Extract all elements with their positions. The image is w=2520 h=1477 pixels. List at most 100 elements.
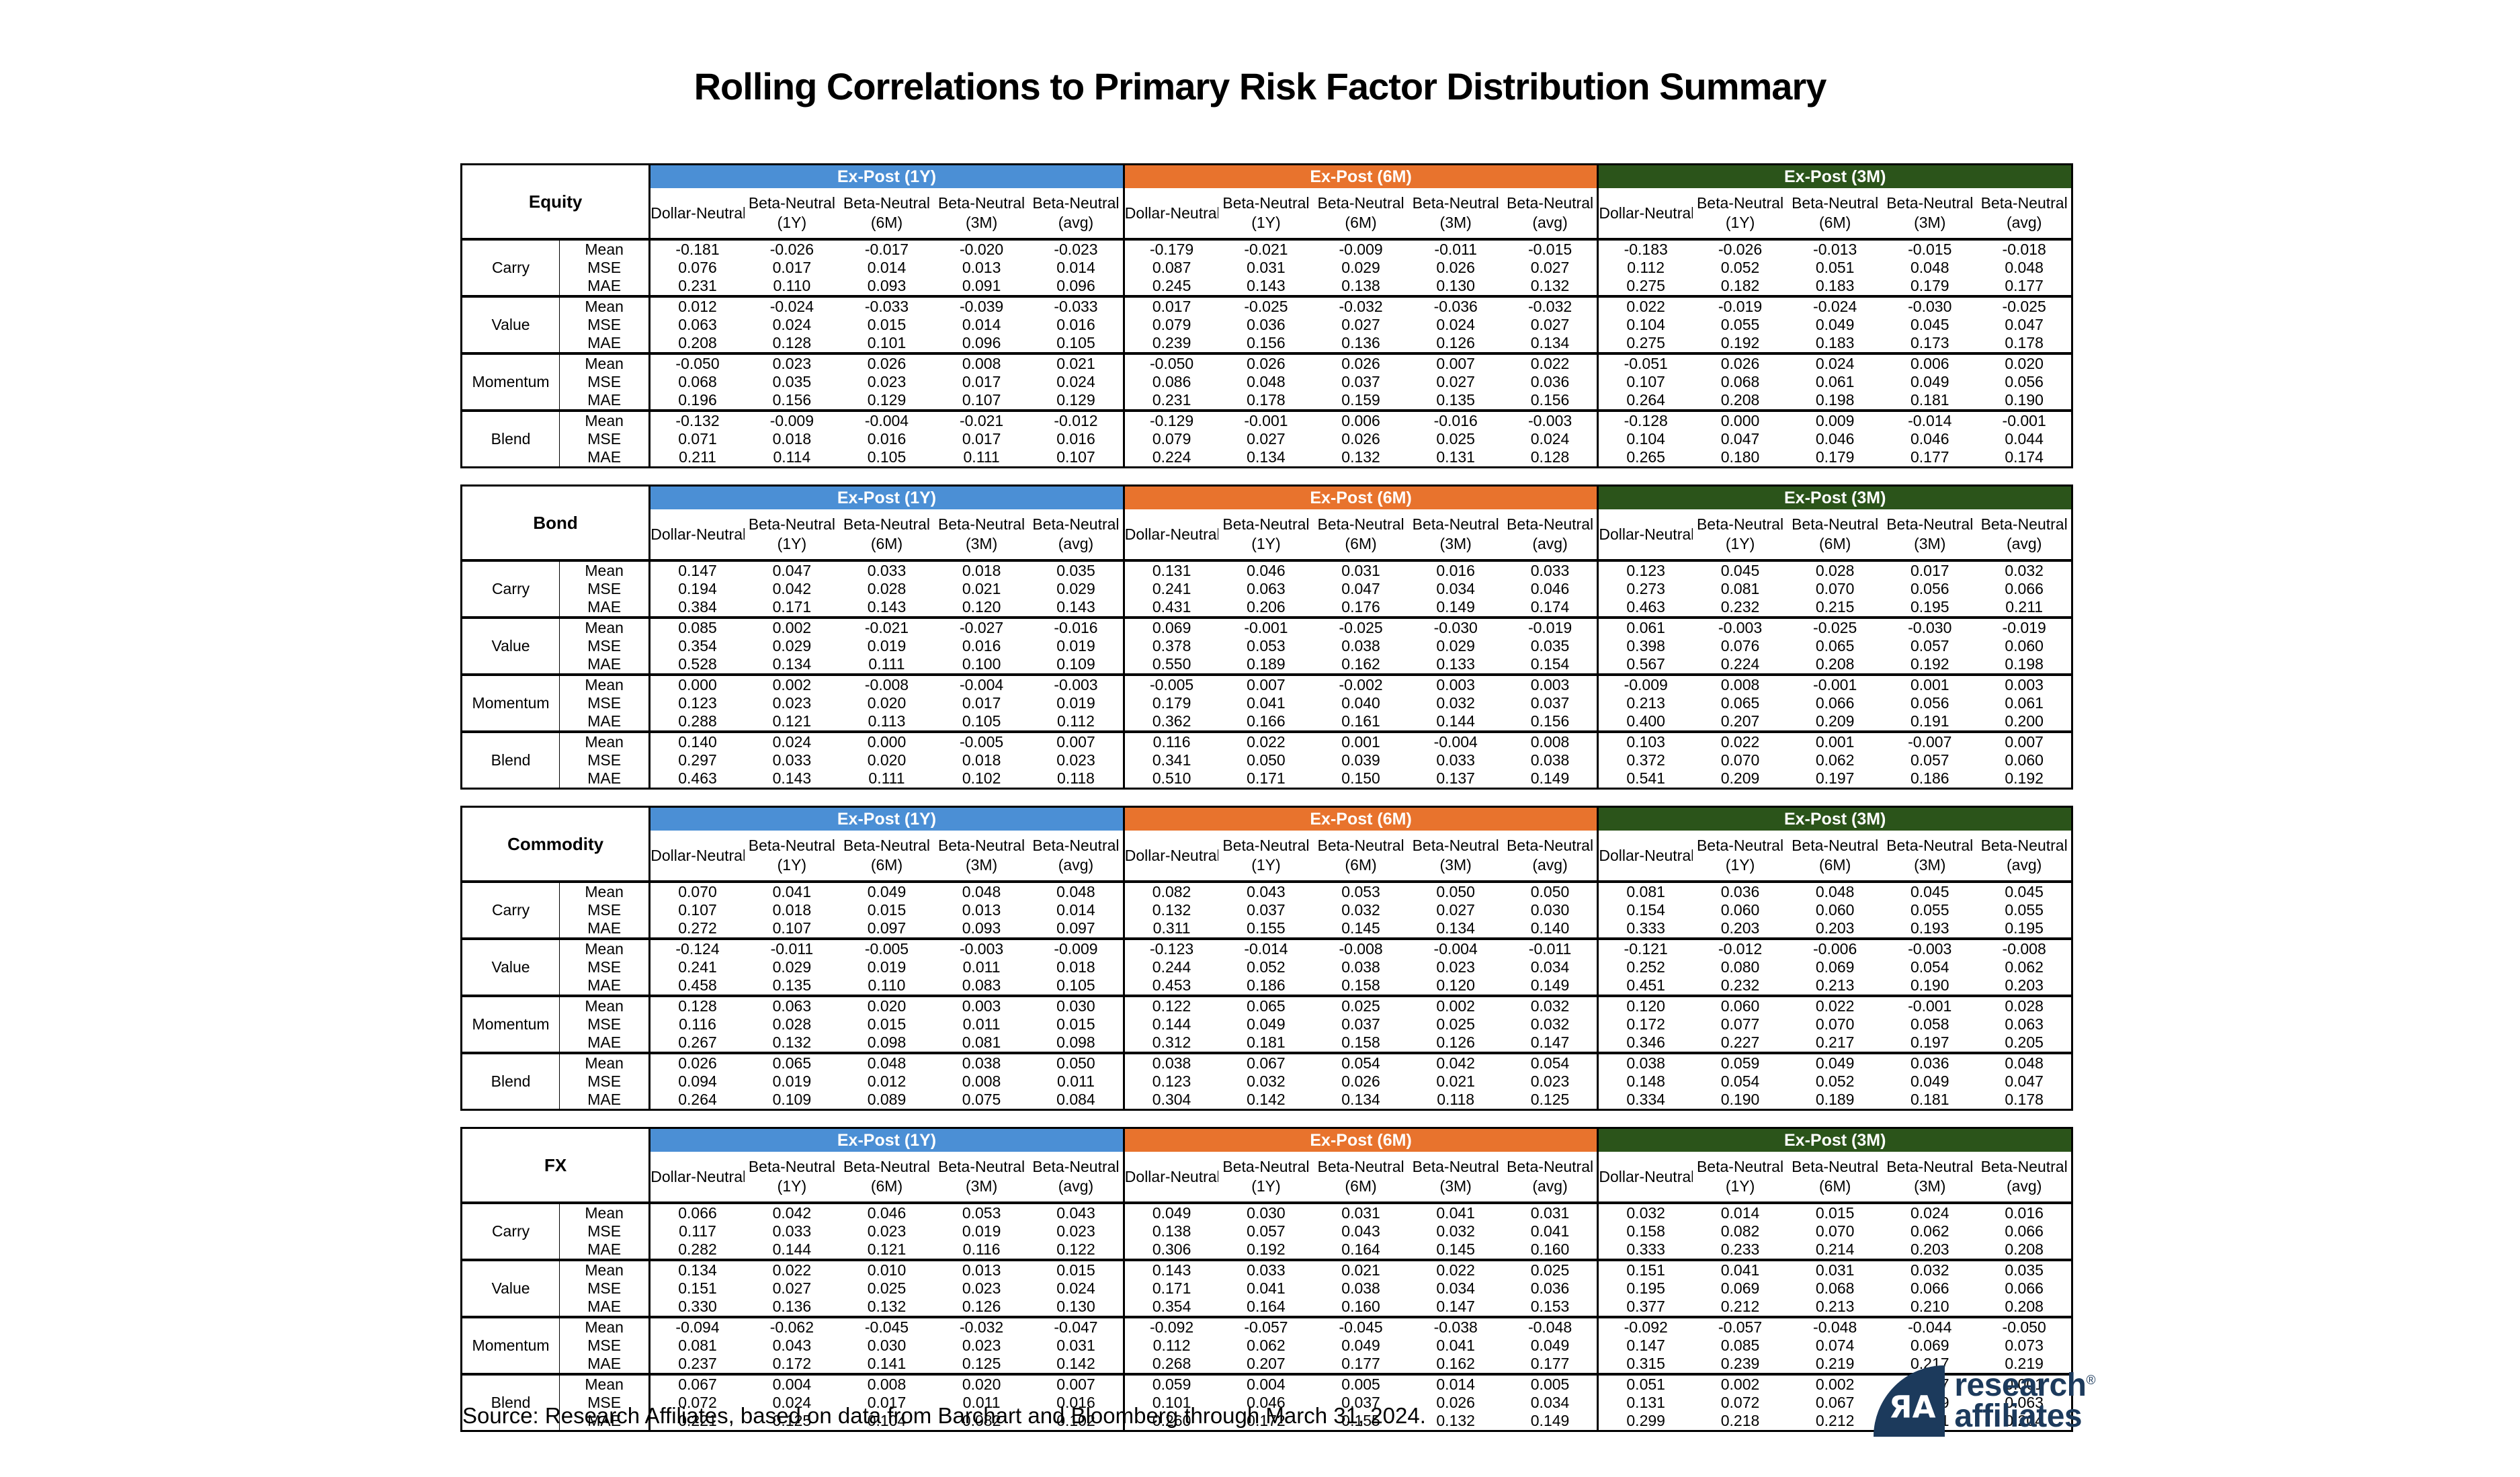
value-cell: 0.002 xyxy=(744,616,839,637)
value-cell: 0.362 xyxy=(1122,712,1219,732)
value-cell: 0.061 xyxy=(2005,694,2044,712)
value-cell: 0.102 xyxy=(962,769,1001,787)
value-cell: 0.042 xyxy=(1408,1052,1503,1072)
value-cell: 0.174 xyxy=(1530,598,1570,616)
value-cell: 0.231 xyxy=(648,277,745,296)
value-cell: 0.107 xyxy=(772,919,812,937)
value-cell: 0.015 xyxy=(1029,1259,1124,1279)
value-cell: 0.198 xyxy=(2005,655,2044,673)
value-cell: 0.002 xyxy=(1408,995,1503,1015)
column-group-header-2: Ex-Post (6M) xyxy=(1122,485,1598,509)
stat-label: MSE xyxy=(559,580,650,598)
value-cell: 0.150 xyxy=(1341,769,1380,787)
value-cell: 0.147 xyxy=(1530,1033,1570,1051)
value-cell: 0.065 xyxy=(1720,694,1760,712)
page-title: Rolling Correlations to Primary Risk Fac… xyxy=(694,65,1827,108)
value-cell: -0.001 xyxy=(1882,995,1978,1015)
factor-label: Value xyxy=(461,1259,560,1317)
value-cell: 0.197 xyxy=(1910,1033,1949,1051)
value-cell: 0.029 xyxy=(1341,259,1380,276)
value-cell: 0.244 xyxy=(1122,958,1219,976)
value-cell: 0.132 xyxy=(1436,1412,1475,1429)
value-cell: 0.081 xyxy=(962,1033,1001,1051)
value-cell: 0.076 xyxy=(648,259,745,277)
column-header: Beta-Neutral (6M) xyxy=(1788,509,1883,562)
stat-label: MSE xyxy=(559,373,650,391)
value-cell: -0.123 xyxy=(1122,937,1219,958)
value-cell: 0.123 xyxy=(1122,1072,1219,1091)
value-cell: 0.174 xyxy=(2005,448,2044,466)
value-cell: 0.055 xyxy=(1720,316,1760,333)
value-cell: 0.082 xyxy=(1122,880,1219,901)
value-cell: -0.092 xyxy=(1122,1316,1219,1337)
value-cell: 0.031 xyxy=(1503,1201,1598,1222)
column-header: Dollar-Neutral xyxy=(1597,188,1693,241)
value-cell: -0.026 xyxy=(744,238,839,259)
value-cell: 0.087 xyxy=(1122,259,1219,277)
svg-text:ЯA: ЯA xyxy=(1889,1389,1936,1425)
value-cell: 0.193 xyxy=(1910,919,1949,937)
value-cell: -0.050 xyxy=(648,352,745,373)
value-cell: 0.047 xyxy=(1341,580,1380,597)
column-header: Beta-Neutral (1Y) xyxy=(1692,1152,1788,1204)
value-cell: 0.080 xyxy=(1720,958,1760,976)
value-cell: 0.015 xyxy=(867,316,907,333)
value-cell: 0.025 xyxy=(1436,430,1475,448)
value-cell: 0.007 xyxy=(1218,673,1314,694)
value-cell: 0.265 xyxy=(1597,448,1693,468)
value-cell: 0.012 xyxy=(648,295,745,316)
value-cell: 0.142 xyxy=(1056,1355,1095,1372)
value-cell: 0.089 xyxy=(867,1091,907,1108)
value-cell: 0.052 xyxy=(1815,1072,1855,1090)
value-cell: 0.036 xyxy=(1530,373,1570,390)
column-header: Beta-Neutral (1Y) xyxy=(1692,831,1788,883)
stat-label: MSE xyxy=(559,259,650,277)
value-cell: 0.081 xyxy=(648,1337,745,1355)
value-cell: 0.002 xyxy=(1788,1373,1883,1394)
value-cell: 0.022 xyxy=(1408,1259,1503,1279)
column-header: Beta-Neutral (3M) xyxy=(1882,509,1978,562)
column-header: Dollar-Neutral xyxy=(648,1152,745,1204)
value-cell: 0.060 xyxy=(2005,637,2044,655)
value-cell: 0.172 xyxy=(772,1355,812,1372)
value-cell: 0.070 xyxy=(1815,580,1855,597)
value-cell: 0.030 xyxy=(1029,995,1124,1015)
value-cell: 0.008 xyxy=(1503,730,1598,751)
value-cell: 0.126 xyxy=(1436,1033,1475,1051)
value-cell: 0.082 xyxy=(962,1412,1001,1429)
value-cell: 0.046 xyxy=(1247,1394,1286,1411)
value-cell: 0.023 xyxy=(1056,751,1095,769)
value-cell: 0.217 xyxy=(1815,1033,1855,1051)
summary-table-bond: Bond Ex-Post (1Y) Ex-Post (6M) Ex-Post (3M)… xyxy=(460,484,2073,790)
factor-label: Value xyxy=(461,295,560,353)
value-cell: 0.143 xyxy=(772,769,812,787)
value-cell: 0.288 xyxy=(648,712,745,732)
value-cell: 0.022 xyxy=(1788,995,1883,1015)
value-cell: 0.026 xyxy=(1692,352,1788,373)
value-cell: 0.111 xyxy=(868,769,905,787)
value-cell: 0.004 xyxy=(1218,1373,1314,1394)
column-header: Beta-Neutral (1Y) xyxy=(1218,188,1314,241)
value-cell: 0.011 xyxy=(962,958,1001,976)
value-cell: 0.022 xyxy=(1503,352,1598,373)
value-cell: 0.159 xyxy=(1341,391,1380,409)
value-cell: 0.346 xyxy=(1597,1033,1693,1053)
value-cell: 0.158 xyxy=(1597,1222,1693,1240)
value-cell: 0.071 xyxy=(648,430,745,448)
value-cell: 0.054 xyxy=(1313,1052,1409,1072)
column-header: Beta-Neutral (avg) xyxy=(1503,509,1598,562)
asset-label: FX xyxy=(461,1128,650,1204)
stat-label: Mean xyxy=(559,1052,650,1072)
value-cell: 0.208 xyxy=(2005,1240,2044,1258)
value-cell: -0.048 xyxy=(1503,1316,1598,1337)
value-cell: 0.022 xyxy=(1218,730,1314,751)
value-cell: 0.196 xyxy=(648,391,745,411)
value-cell: -0.012 xyxy=(1029,409,1124,430)
value-cell: -0.047 xyxy=(1029,1316,1124,1337)
value-cell: 0.134 xyxy=(1530,334,1570,351)
value-cell: 0.046 xyxy=(1815,430,1855,448)
value-cell: 0.030 xyxy=(1530,901,1570,919)
value-cell: 0.182 xyxy=(1720,277,1760,294)
value-cell: -0.179 xyxy=(1122,238,1219,259)
value-cell: 0.049 xyxy=(1815,316,1855,333)
